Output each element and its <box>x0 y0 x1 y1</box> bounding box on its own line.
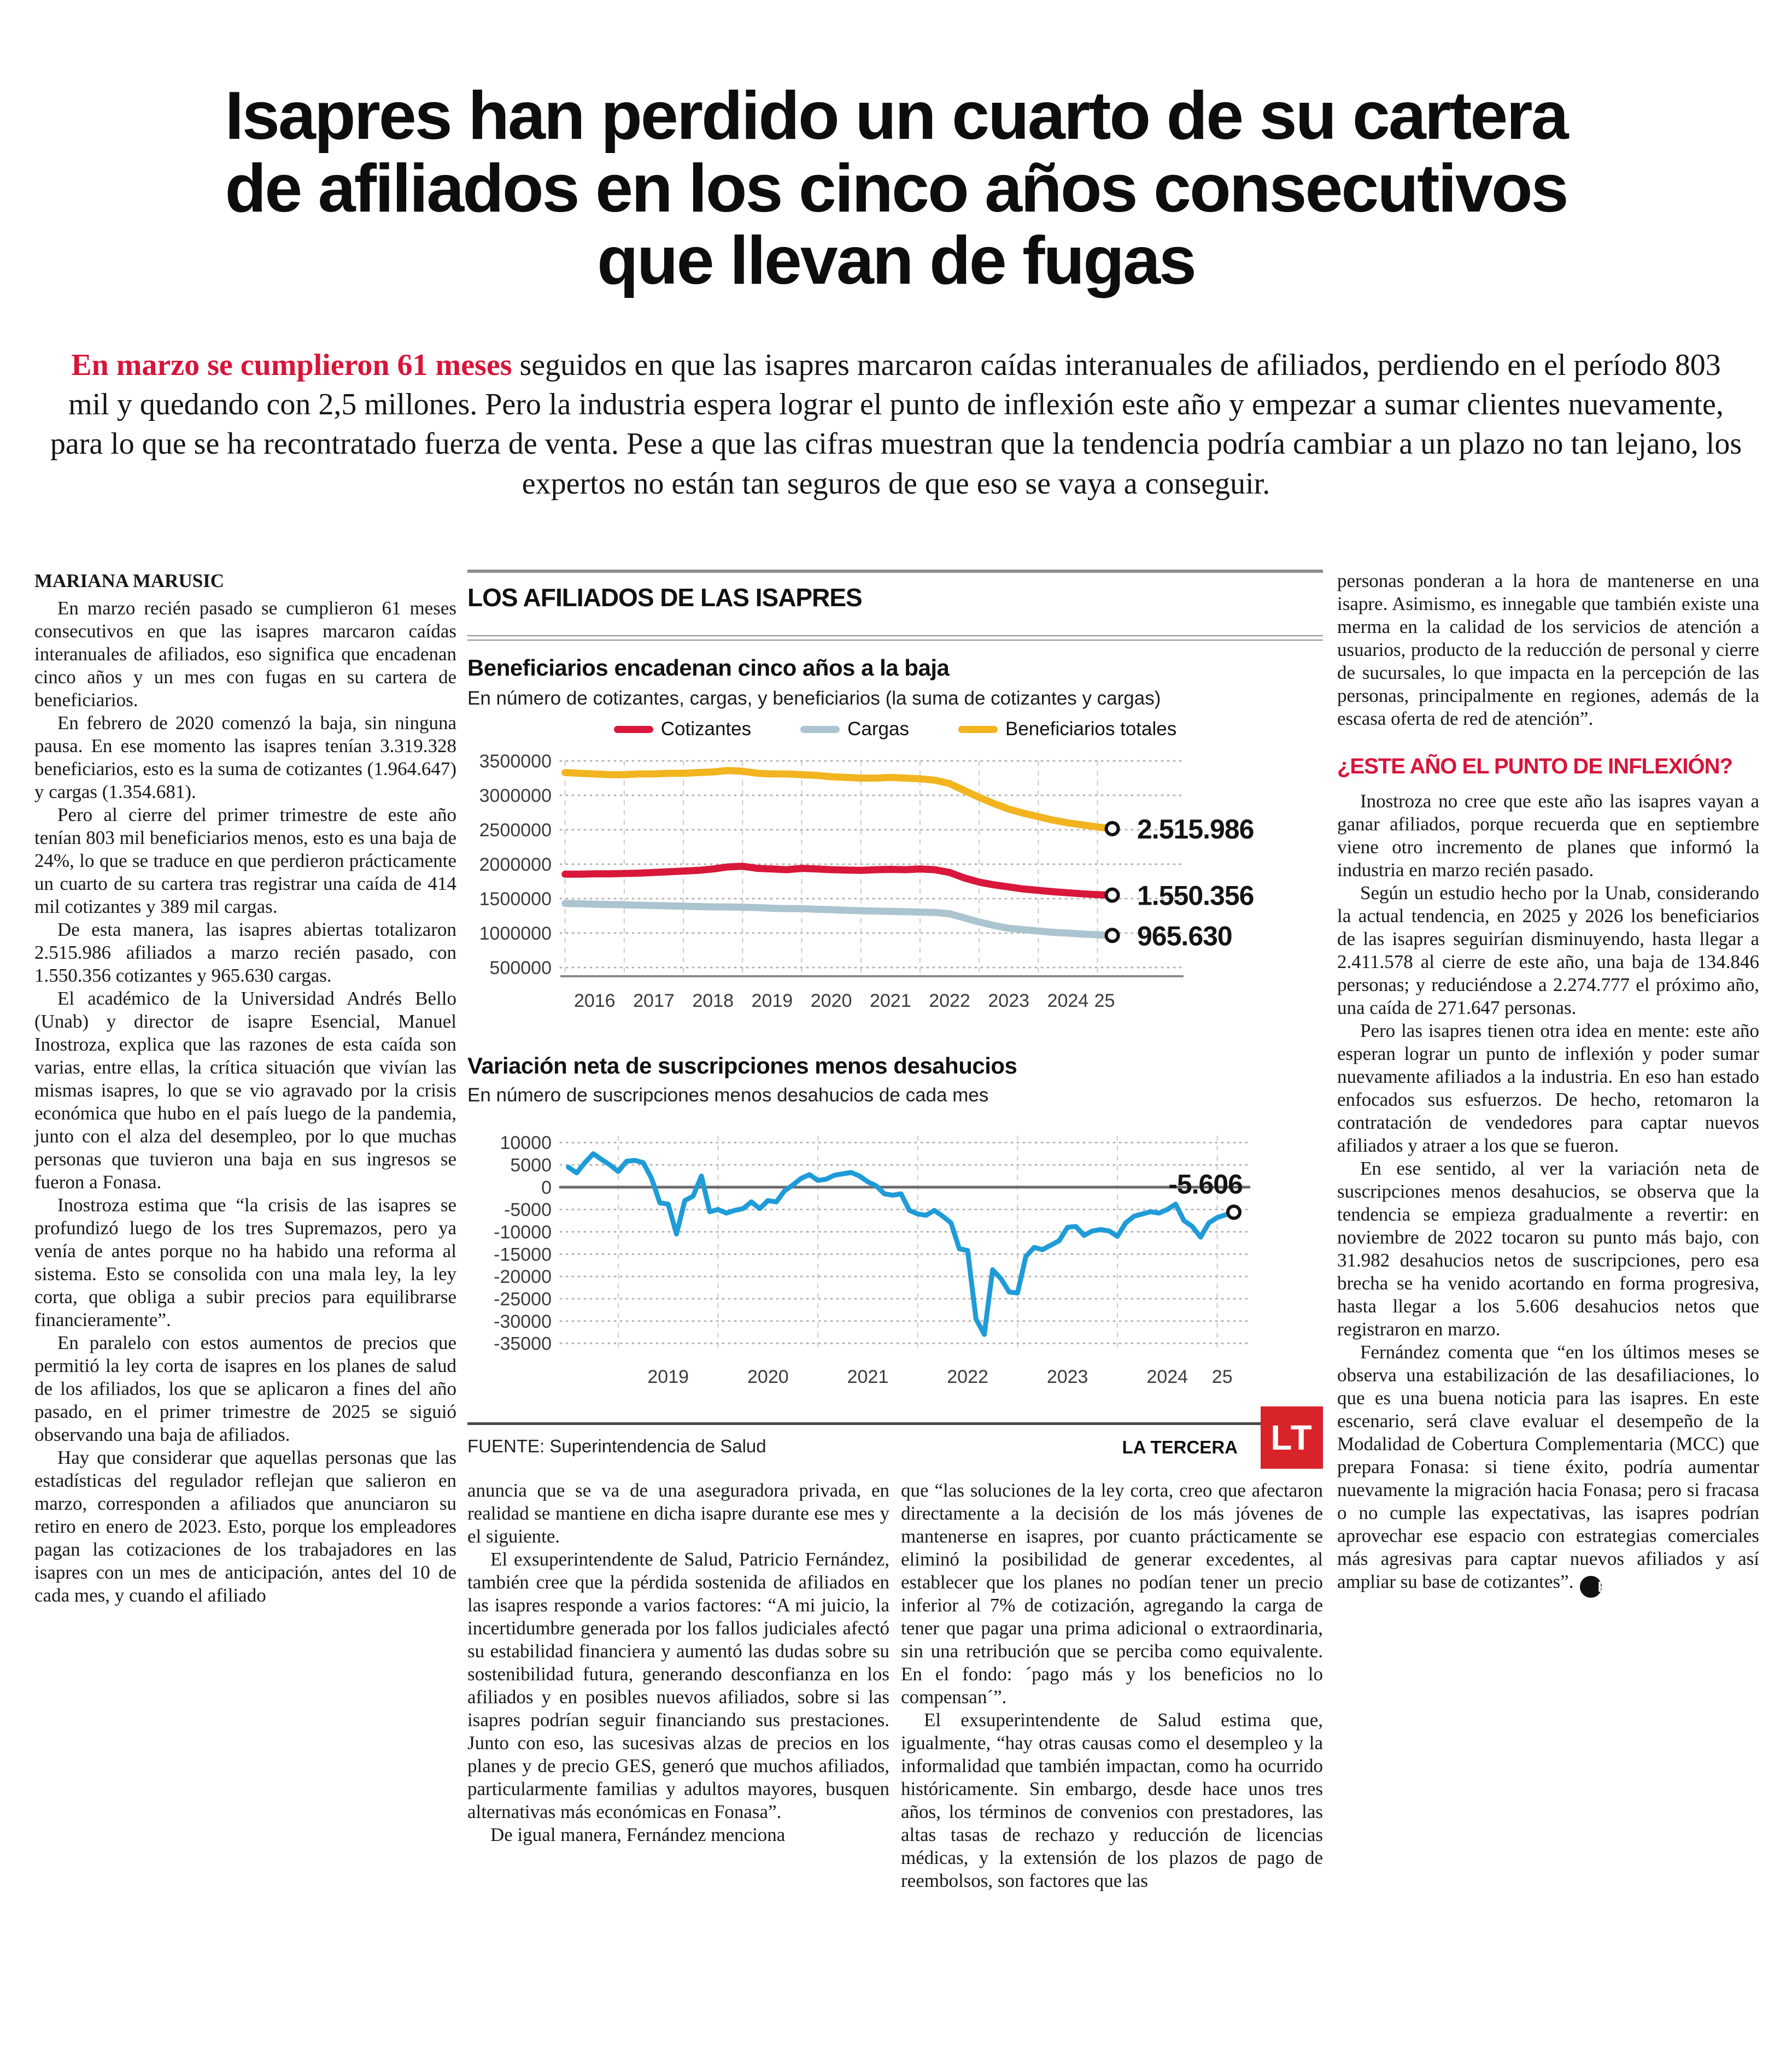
paragraph: En ese sentido, al ver la variación neta… <box>1337 1157 1759 1340</box>
svg-text:965.630: 965.630 <box>1137 920 1232 951</box>
svg-text:2020: 2020 <box>747 1367 789 1387</box>
svg-text:2022: 2022 <box>947 1367 988 1387</box>
chart2-subtitle: En número de suscripciones menos desahuc… <box>467 1084 989 1106</box>
svg-text:2024: 2024 <box>1146 1367 1188 1387</box>
column-4: personas ponderan a la hora de manteners… <box>1337 570 1759 1598</box>
paragraph: Fernández comenta que “en los últimos me… <box>1337 1341 1759 1598</box>
legend-label: Cargas <box>847 718 909 740</box>
svg-text:1.550.356: 1.550.356 <box>1137 881 1254 911</box>
svg-text:2020: 2020 <box>811 990 852 1011</box>
paragraph: De esta manera, las isapres abiertas tot… <box>34 919 456 986</box>
svg-text:25: 25 <box>1212 1367 1233 1387</box>
svg-text:3000000: 3000000 <box>479 785 552 806</box>
svg-text:-35000: -35000 <box>494 1334 552 1354</box>
paragraph: Pero al cierre del primer trimestre de e… <box>34 804 456 917</box>
paragraph: Hay que considerar que aquellas personas… <box>34 1447 456 1606</box>
chart-beneficiarios: 3500000 3000000 2500000 2000000 1500000 10000… <box>479 751 1255 1011</box>
headline-line: de afiliados en los cinco años consecuti… <box>225 150 1568 226</box>
svg-text:10000: 10000 <box>500 1133 552 1153</box>
chart-variacion-neta: 1000050000-5000-10000-15000-20000-25000-… <box>494 1133 1251 1387</box>
column-1: MARIANA MARUSIC En marzo recién pasado s… <box>34 570 456 1607</box>
svg-text:-5.606: -5.606 <box>1168 1169 1243 1200</box>
svg-text:2.515.986: 2.515.986 <box>1137 814 1254 845</box>
legend-label: Beneficiarios totales <box>1005 718 1177 740</box>
svg-text:2500000: 2500000 <box>479 820 552 841</box>
lede-text: seguidos en que las isapres marcaron caí… <box>50 348 1742 501</box>
chart1-subtitle: En número de cotizantes, cargas, y benef… <box>467 688 1161 709</box>
infographic: LOS AFILIADOS DE LAS ISAPRES Beneficiari… <box>467 570 1323 1469</box>
paragraph: En febrero de 2020 comenzó la baja, sin … <box>34 712 456 802</box>
svg-text:25: 25 <box>1094 990 1115 1011</box>
svg-text:500000: 500000 <box>490 958 552 978</box>
paragraph: Según un estudio hecho por la Unab, cons… <box>1337 882 1759 1018</box>
column-3: que “las soluciones de la ley corta, cre… <box>901 1479 1323 1892</box>
lede-kicker: En marzo se cumplieron 61 meses <box>71 348 512 382</box>
infographic-footer: FUENTE: Superintendencia de Salud LA TER… <box>467 1406 1323 1469</box>
infographic-kicker: LOS AFILIADOS DE LAS ISAPRES <box>467 583 863 612</box>
svg-text:5000: 5000 <box>510 1155 552 1176</box>
svg-text:-20000: -20000 <box>494 1266 552 1287</box>
paragraph-text: Fernández comenta que “en los últimos me… <box>1337 1341 1759 1592</box>
legend-swatch-cargas <box>800 725 840 733</box>
svg-text:0: 0 <box>541 1177 552 1198</box>
divider <box>467 635 1323 641</box>
paragraph: Pero las isapres tienen otra idea en men… <box>1337 1019 1759 1156</box>
paragraph: personas ponderan a la hora de manteners… <box>1337 570 1759 729</box>
paragraph: El académico de la Universidad Andrés Be… <box>34 988 456 1193</box>
chart1-legend: Cotizantes Cargas Beneficiarios totales <box>467 718 1323 740</box>
svg-text:2021: 2021 <box>847 1367 889 1387</box>
lede: En marzo se cumplieron 61 meses seguidos… <box>49 345 1743 503</box>
svg-text:2023: 2023 <box>988 990 1029 1011</box>
divider <box>467 570 1323 573</box>
headline: Isapres han perdido un cuarto de su cart… <box>0 80 1792 297</box>
paragraph: De igual manera, Fernández menciona <box>490 1824 786 1845</box>
la-tercera-logo: LT <box>1261 1406 1323 1469</box>
svg-text:2017: 2017 <box>633 990 675 1011</box>
svg-text:2019: 2019 <box>752 990 793 1011</box>
svg-text:2016: 2016 <box>574 990 616 1011</box>
svg-text:-30000: -30000 <box>494 1311 552 1332</box>
legend-swatch-cotizantes <box>613 725 653 733</box>
svg-text:1500000: 1500000 <box>479 889 552 910</box>
chart1-title: Beneficiarios encadenan cinco años a la … <box>467 655 950 681</box>
svg-text:-15000: -15000 <box>494 1244 552 1265</box>
svg-text:2000000: 2000000 <box>479 854 552 875</box>
headline-line: que llevan de fugas <box>597 223 1197 299</box>
paragraph: Inostroza estima que “la crisis de las i… <box>34 1194 456 1330</box>
paragraph: anuncia que se va de una aseguradora pri… <box>467 1480 889 1547</box>
paragraph: que “las soluciones de la ley corta, cre… <box>901 1480 1323 1708</box>
byline: MARIANA MARUSIC <box>34 570 225 591</box>
svg-text:2018: 2018 <box>692 990 734 1011</box>
legend-label: Cotizantes <box>660 718 752 740</box>
legend-swatch-beneficiarios <box>958 725 998 733</box>
legend-item-beneficiarios: Beneficiarios totales <box>958 718 1176 740</box>
paragraph: Inostroza no cree que este año las isapr… <box>1337 790 1759 881</box>
svg-text:-10000: -10000 <box>494 1222 552 1243</box>
svg-text:-25000: -25000 <box>494 1289 552 1310</box>
section-subhead: ¿ESTE AÑO EL PUNTO DE INFLEXIÓN? <box>1337 754 1733 778</box>
paragraph: El exsuperintendente de Salud estima que… <box>901 1709 1323 1891</box>
svg-text:-5000: -5000 <box>504 1200 552 1221</box>
end-of-article-icon: P <box>1580 1576 1607 1598</box>
paragraph: En marzo recién pasado se cumplieron 61 … <box>34 597 456 711</box>
legend-item-cotizantes: Cotizantes <box>613 718 752 740</box>
svg-text:2024: 2024 <box>1047 990 1089 1011</box>
svg-text:1000000: 1000000 <box>479 923 552 944</box>
paragraph: El exsuperintendente de Salud, Patricio … <box>467 1549 889 1822</box>
column-2: anuncia que se va de una aseguradora pri… <box>467 1479 889 1846</box>
credit-label: LA TERCERA <box>1122 1437 1238 1457</box>
source-label: FUENTE: Superintendencia de Salud <box>467 1436 766 1456</box>
paragraph: En paralelo con estos aumentos de precio… <box>34 1332 456 1445</box>
chart2-title: Variación neta de suscripciones menos de… <box>467 1053 1017 1078</box>
svg-text:2023: 2023 <box>1047 1367 1088 1387</box>
headline-line: Isapres han perdido un cuarto de su cart… <box>225 78 1568 154</box>
svg-text:3500000: 3500000 <box>479 751 552 772</box>
svg-text:2022: 2022 <box>929 990 970 1011</box>
svg-text:2019: 2019 <box>647 1367 689 1387</box>
legend-item-cargas: Cargas <box>800 718 909 740</box>
svg-text:2021: 2021 <box>870 990 911 1011</box>
